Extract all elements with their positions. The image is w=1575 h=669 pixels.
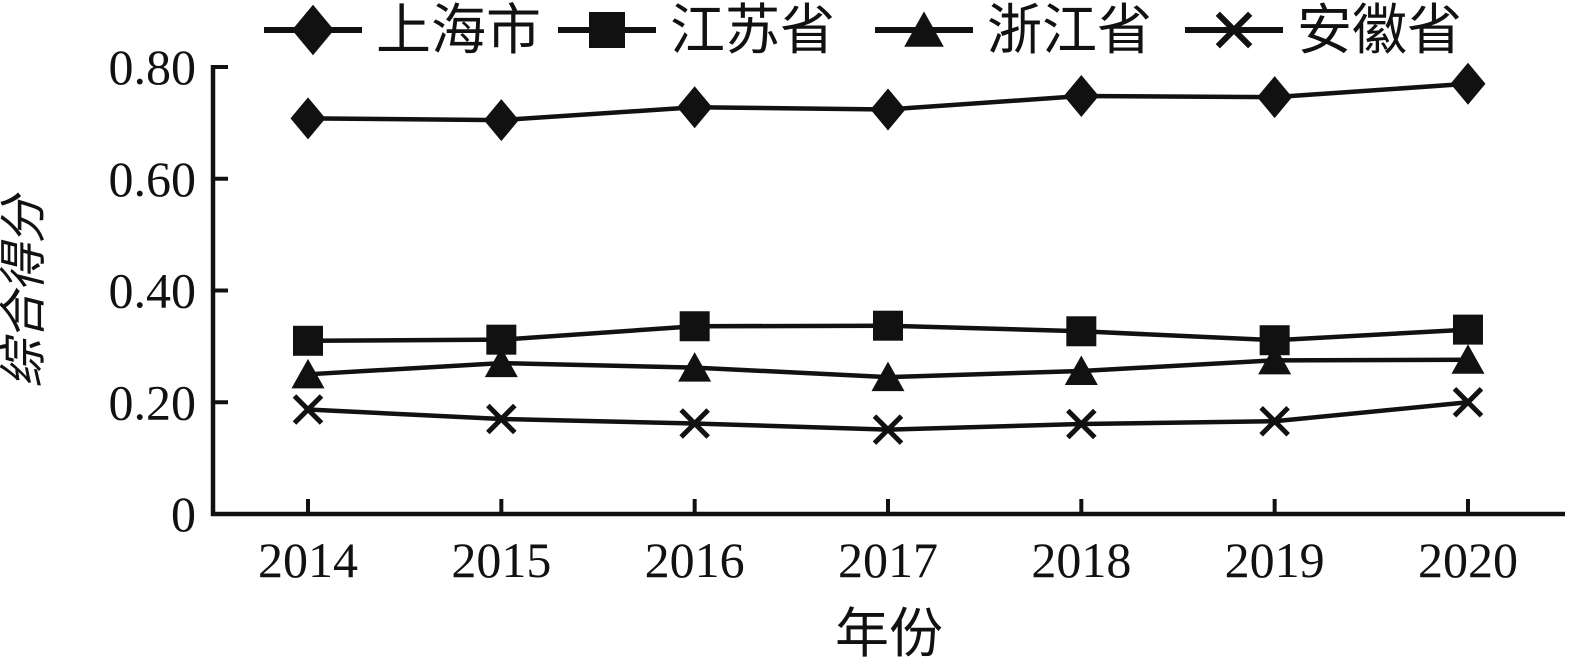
data-point-zhejiang-2016 bbox=[678, 352, 712, 382]
data-point-jiangsu-2014 bbox=[293, 325, 323, 356]
legend-label-jiangsu: 江苏省 bbox=[670, 0, 835, 61]
data-point-shanghai-2017 bbox=[870, 88, 906, 131]
data-point-shanghai-2020 bbox=[1450, 62, 1486, 105]
legend-marker-x-cross bbox=[1215, 11, 1253, 49]
legend-label-anhui: 安徽省 bbox=[1297, 0, 1462, 61]
x-axis-title: 年份 bbox=[835, 604, 943, 664]
legend-item-anhui: 安徽省 bbox=[1185, 0, 1462, 61]
legend-label-shanghai: 上海市 bbox=[376, 0, 541, 61]
legend-marker-triangle bbox=[904, 11, 944, 47]
x-tick-label: 2017 bbox=[838, 532, 938, 588]
data-point-zhejiang-2017 bbox=[871, 361, 905, 392]
series-zhejiang bbox=[291, 344, 1485, 392]
data-point-shanghai-2019 bbox=[1257, 76, 1293, 119]
legend-marker-diamond bbox=[292, 4, 334, 56]
x-tick-label: 2016 bbox=[645, 532, 745, 588]
data-point-zhejiang-2014 bbox=[291, 358, 325, 389]
x-tick-label: 2020 bbox=[1418, 532, 1518, 588]
data-point-jiangsu-2018 bbox=[1066, 316, 1097, 347]
data-point-anhui-2017 bbox=[872, 414, 904, 445]
data-point-jiangsu-2020 bbox=[1452, 314, 1483, 345]
data-point-zhejiang-2020 bbox=[1451, 344, 1485, 374]
y-tick-label: 0.80 bbox=[109, 39, 197, 95]
chart-axes: 0 0.20 0.40 0.60 0.80 2014 2015 2016 2017 2018 201… bbox=[109, 39, 1565, 588]
legend-marker-square bbox=[589, 12, 625, 48]
data-point-jiangsu-2017 bbox=[872, 310, 903, 341]
series-line-anhui bbox=[307, 400, 1469, 432]
y-axis-title: 综合得分 bbox=[0, 192, 51, 388]
y-tick-label: 0.40 bbox=[109, 263, 197, 319]
data-point-anhui-2015 bbox=[486, 403, 517, 435]
data-point-anhui-2016 bbox=[679, 408, 710, 439]
data-point-anhui-2020 bbox=[1452, 386, 1484, 418]
data-point-zhejiang-2015 bbox=[484, 347, 518, 378]
y-tick-label: 0.60 bbox=[109, 151, 197, 207]
series-anhui bbox=[292, 386, 1484, 445]
legend-item-jiangsu: 江苏省 bbox=[558, 0, 835, 61]
x-tick-label: 2014 bbox=[258, 532, 358, 588]
data-point-shanghai-2015 bbox=[483, 99, 519, 142]
data-point-zhejiang-2019 bbox=[1258, 344, 1292, 375]
data-point-shanghai-2014 bbox=[290, 97, 326, 140]
data-point-shanghai-2016 bbox=[677, 86, 713, 129]
data-point-shanghai-2018 bbox=[1063, 75, 1099, 118]
data-point-anhui-2014 bbox=[292, 394, 324, 425]
legend-item-zhejiang: 浙江省 bbox=[875, 0, 1152, 61]
x-tick-label: 2019 bbox=[1225, 532, 1325, 588]
x-tick-label: 2015 bbox=[451, 532, 551, 588]
series-shanghai bbox=[290, 62, 1486, 142]
chart-legend: 上海市 江苏省 浙江省 安徽省 bbox=[264, 0, 1462, 61]
legend-item-shanghai: 上海市 bbox=[264, 0, 541, 61]
legend-label-zhejiang: 浙江省 bbox=[987, 0, 1152, 61]
y-tick-label: 0 bbox=[171, 486, 196, 542]
series-jiangsu bbox=[293, 310, 1483, 356]
y-tick-label: 0.20 bbox=[109, 374, 197, 430]
chart-series bbox=[290, 62, 1486, 445]
data-point-zhejiang-2018 bbox=[1064, 355, 1098, 385]
x-tick-label: 2018 bbox=[1031, 532, 1131, 588]
data-point-anhui-2019 bbox=[1259, 405, 1290, 437]
data-point-jiangsu-2016 bbox=[679, 311, 710, 342]
data-point-anhui-2018 bbox=[1066, 408, 1097, 440]
